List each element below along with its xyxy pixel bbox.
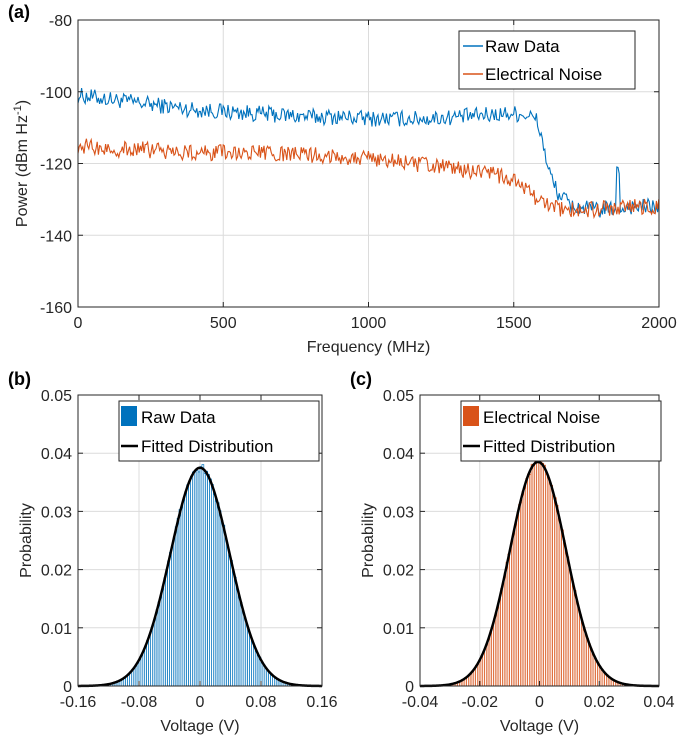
y-tick-label: 0.05 bbox=[41, 388, 72, 405]
x-tick-label: -0.08 bbox=[121, 694, 158, 711]
chart-panel-a: (a) 0 500 1000 1500 2000 -160 -140 -120 -100 -80 Fr… bbox=[8, 2, 677, 356]
panel-label: (b) bbox=[8, 369, 31, 389]
y-axis-label-close: ) bbox=[14, 100, 31, 105]
legend: Electrical Noise Fitted Distribution bbox=[460, 400, 662, 462]
x-axis-label: Voltage (V) bbox=[500, 718, 579, 735]
x-tick-label: 1500 bbox=[496, 315, 532, 332]
y-tick-label: -160 bbox=[40, 300, 72, 317]
panel-label: (a) bbox=[8, 2, 30, 22]
y-tick-label: 0 bbox=[405, 679, 414, 696]
y-tick-label: -120 bbox=[40, 157, 72, 174]
y-tick-label: 0.03 bbox=[383, 504, 414, 521]
x-tick-label: 0 bbox=[196, 694, 205, 711]
chart-panel-c: (c) -0.04 -0.02 0 0.02 0.04 0 0.01 0.02 0.03 0.04 0… bbox=[350, 369, 675, 735]
x-tick-label: 0 bbox=[74, 315, 83, 332]
y-tick-label: 0 bbox=[63, 679, 72, 696]
legend-label: Raw Data bbox=[141, 408, 216, 427]
y-axis-label-main: Power (dBm Hz bbox=[14, 115, 31, 227]
legend-box bbox=[460, 400, 662, 462]
legend: Raw Data Fitted Distribution bbox=[118, 400, 320, 462]
y-axis-label-main: Probability bbox=[360, 503, 377, 578]
legend-label: Electrical Noise bbox=[485, 65, 602, 84]
x-tick-label: 0.16 bbox=[306, 694, 337, 711]
y-tick-label: -100 bbox=[40, 85, 72, 102]
legend: Raw Data Electrical Noise bbox=[458, 30, 636, 90]
x-axis-label: Voltage (V) bbox=[160, 718, 239, 735]
x-tick-label: 0.04 bbox=[643, 694, 674, 711]
x-tick-label: 0.02 bbox=[584, 694, 615, 711]
x-tick-label: -0.04 bbox=[402, 694, 439, 711]
y-tick-label: 0.03 bbox=[41, 504, 72, 521]
legend-label: Electrical Noise bbox=[483, 408, 600, 427]
fitted-distribution-curve bbox=[77, 466, 323, 688]
plot-area bbox=[77, 464, 323, 688]
x-tick-label: 0.08 bbox=[245, 694, 276, 711]
y-axis-label-superscript: -1 bbox=[12, 105, 24, 115]
legend-label: Fitted Distribution bbox=[483, 437, 615, 456]
series-line-raw-data bbox=[77, 88, 660, 218]
y-tick-label: 0.02 bbox=[41, 563, 72, 580]
legend-swatch-histogram bbox=[463, 406, 479, 426]
legend-box bbox=[458, 30, 636, 90]
x-tick-label: 500 bbox=[210, 315, 237, 332]
y-tick-label: 0.05 bbox=[383, 388, 414, 405]
plot-area bbox=[419, 459, 659, 688]
y-tick-label: 0.02 bbox=[383, 563, 414, 580]
y-tick-label: -80 bbox=[49, 13, 72, 30]
fitted-distribution-curve bbox=[419, 460, 659, 688]
x-tick-label: 0 bbox=[535, 694, 544, 711]
chart-panel-b: (b) -0.16 -0.08 0 0.08 0.16 0 0.01 0.02 0.03 0.04 0… bbox=[8, 369, 338, 735]
y-tick-label: 0.04 bbox=[383, 446, 414, 463]
y-tick-label: 0.04 bbox=[41, 446, 72, 463]
x-tick-label: -0.16 bbox=[60, 694, 97, 711]
x-tick-label: -0.02 bbox=[462, 694, 499, 711]
series-line-electrical-noise bbox=[77, 137, 660, 220]
y-axis-label: Power (dBm Hz-1) bbox=[12, 100, 31, 227]
legend-label: Fitted Distribution bbox=[141, 437, 273, 456]
y-axis-label: Probability bbox=[18, 503, 35, 578]
y-tick-label: 0.01 bbox=[41, 621, 72, 638]
legend-box bbox=[118, 400, 320, 462]
y-tick-label: 0.01 bbox=[383, 621, 414, 638]
x-axis-label: Frequency (MHz) bbox=[307, 339, 431, 356]
y-tick-label: -140 bbox=[40, 228, 72, 245]
legend-swatch-histogram bbox=[121, 406, 137, 426]
panel-label: (c) bbox=[350, 369, 372, 389]
y-axis-label: Probability bbox=[360, 503, 377, 578]
plot-area bbox=[77, 88, 660, 220]
x-tick-label: 2000 bbox=[641, 315, 677, 332]
legend-label: Raw Data bbox=[485, 37, 560, 56]
x-tick-label: 1000 bbox=[351, 315, 387, 332]
y-axis-label-main: Probability bbox=[18, 503, 35, 578]
